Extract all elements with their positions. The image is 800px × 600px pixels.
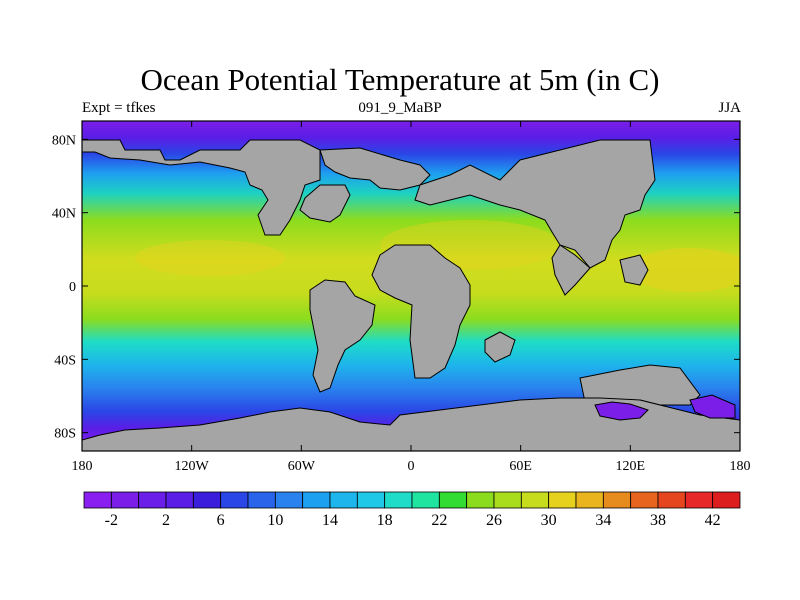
color-legend-label: -2 [105, 512, 118, 529]
land-africa [371, 244, 471, 379]
color-legend-swatch [712, 491, 741, 509]
color-legend-swatch [220, 491, 249, 509]
color-legend-swatch [438, 491, 468, 509]
color-legend-swatch [192, 491, 222, 509]
color-legend-label: 10 [267, 512, 283, 529]
x-tick-label: 120W [175, 459, 210, 474]
color-legend-swatch [356, 491, 386, 509]
color-legend-swatch [684, 491, 714, 509]
color-legend-label: 34 [595, 512, 611, 529]
color-legend-swatch [602, 491, 632, 509]
warm-pool-pacific-east [135, 240, 285, 276]
x-tick-label: 180 [730, 459, 751, 474]
color-legend-swatch [274, 491, 304, 509]
color-legend-swatch [302, 491, 331, 509]
color-legend-label: 18 [377, 512, 393, 529]
color-legend-swatch [83, 491, 112, 509]
color-legend-swatch [165, 491, 194, 509]
experiment-label: Expt = tfkes [82, 100, 156, 116]
color-legend-swatch [411, 491, 440, 509]
color-legend-label: 14 [322, 512, 338, 529]
land-europe [299, 184, 351, 223]
land-new-guinea [619, 254, 649, 286]
axis-ticks [81, 121, 741, 451]
land-india [551, 244, 591, 296]
y-tick-label: 40S [54, 353, 76, 368]
land-south-america [309, 279, 376, 393]
y-tick-label: 80S [54, 427, 76, 442]
x-tick-label: 60W [288, 459, 316, 474]
color-legend-label: 2 [162, 512, 170, 529]
color-legend-swatch [493, 491, 522, 509]
color-legend-label: 22 [431, 512, 447, 529]
color-legend-label: 6 [217, 512, 225, 529]
color-legend-swatch [575, 491, 604, 509]
y-tick-label: 40N [52, 207, 76, 222]
y-tick-label: 0 [69, 280, 76, 295]
x-tick-label: 0 [408, 459, 415, 474]
land-arctic-north-america [82, 139, 321, 236]
color-legend-swatch [384, 491, 413, 509]
color-legend-swatch [110, 491, 140, 509]
color-legend-swatch [520, 491, 550, 509]
axis-tick-labels: 180 120W 60W 0 60E 120E 180 80N 40N 0 40S 80S [52, 133, 751, 474]
color-legend-swatch [466, 491, 495, 509]
color-legend-label: 30 [541, 512, 557, 529]
run-label: 091_9_MaBP [358, 100, 442, 116]
x-tick-label: 120E [616, 459, 646, 474]
color-legend [83, 491, 741, 509]
color-legend-swatch [657, 491, 686, 509]
color-legend-swatch [329, 491, 358, 509]
map-title: Ocean Potential Temperature at 5m (in C) [140, 62, 660, 97]
antarctic-basin-a [594, 401, 649, 421]
antarctic-basin-b [689, 394, 736, 419]
warm-pool-pacific-west [630, 248, 740, 292]
color-legend-swatch [247, 491, 276, 509]
land-madagascar [484, 331, 516, 363]
color-legend-label: 38 [650, 512, 666, 529]
color-legend-label: 26 [486, 512, 502, 529]
land-eurasia [414, 139, 656, 269]
y-tick-label: 80N [52, 133, 76, 148]
land-greenland [319, 147, 431, 191]
x-tick-label: 180 [72, 459, 93, 474]
season-label: JJA [718, 100, 741, 116]
color-legend-label: 42 [705, 512, 721, 529]
x-tick-label: 60E [509, 459, 532, 474]
color-legend-swatch [548, 491, 577, 509]
color-legend-swatch [630, 491, 659, 509]
color-legend-labels: -2 2 6 10 14 18 22 26 30 34 38 42 [105, 512, 721, 529]
color-legend-swatch [138, 491, 167, 509]
